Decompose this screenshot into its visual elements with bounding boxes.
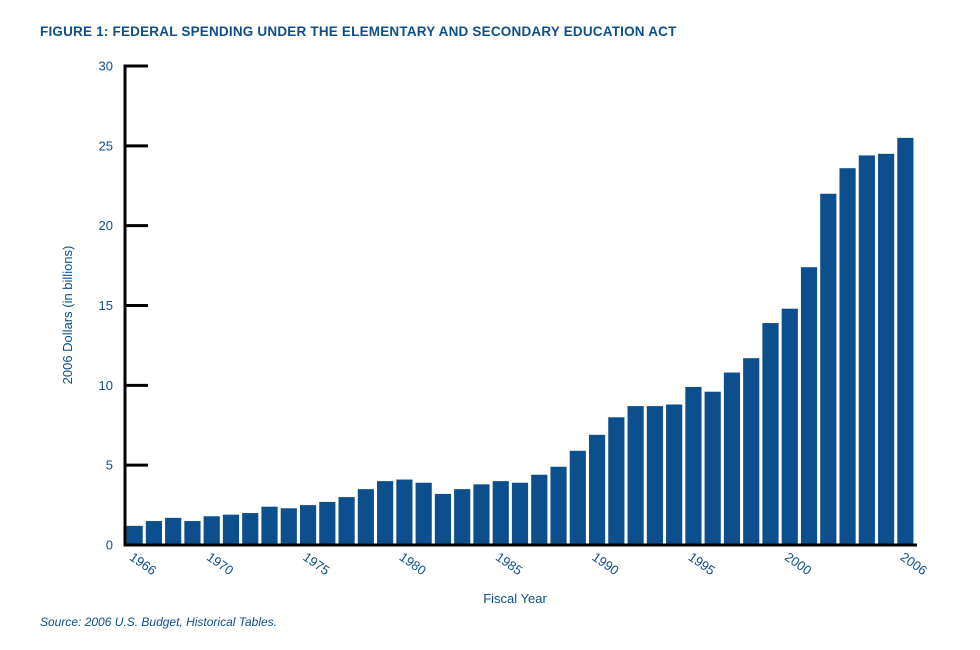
bar-1987 — [531, 474, 548, 545]
chart-title: FIGURE 1: FEDERAL SPENDING UNDER THE ELE… — [40, 24, 677, 39]
bar-1979 — [377, 481, 394, 545]
x-tick-label: 1985 — [493, 549, 525, 578]
y-tick-label: 30 — [99, 59, 113, 74]
bar-2002 — [820, 193, 837, 546]
y-tick-label: 25 — [99, 138, 113, 153]
x-axis-label: Fiscal Year — [483, 591, 547, 606]
bars-group — [126, 137, 914, 546]
bar-2001 — [800, 267, 818, 545]
bar-1975 — [299, 505, 317, 545]
bar-1998 — [743, 358, 760, 545]
x-tick-label: 1975 — [300, 549, 332, 578]
y-ticks-group: 0 5 10 15 20 25 30 — [99, 59, 148, 553]
bar-1967 — [145, 521, 162, 545]
x-tick-label: 1966 — [127, 549, 159, 578]
bar-1982 — [434, 493, 452, 545]
bar-1973 — [261, 506, 278, 545]
bar-1993 — [646, 406, 663, 545]
bar-2006 — [897, 137, 914, 545]
y-tick-label: 15 — [99, 298, 113, 313]
bar-1985 — [492, 481, 509, 545]
bar-1990 — [588, 434, 606, 545]
bar-1999 — [762, 323, 779, 545]
x-tick-label: 2006 — [898, 549, 930, 578]
bar-1968 — [165, 517, 182, 545]
x-tick-label: 2000 — [782, 549, 814, 578]
y-tick-label: 20 — [99, 218, 113, 233]
bar-1980 — [396, 479, 413, 545]
bar-2003 — [839, 168, 856, 545]
x-tick-label: 1970 — [204, 549, 236, 578]
chart-source: Source: 2006 U.S. Budget, Historical Tab… — [40, 615, 278, 629]
bar-1971 — [222, 514, 240, 545]
axes-group — [123, 64, 917, 547]
bar-1970 — [203, 516, 220, 545]
bar-1984 — [473, 484, 490, 545]
bar-1981 — [415, 482, 432, 545]
bar-1989 — [569, 450, 586, 545]
bar-1972 — [242, 513, 259, 545]
bar-1986 — [511, 482, 529, 545]
bar-1997 — [723, 372, 741, 545]
x-tick-label: 1990 — [589, 549, 621, 578]
bar-1996 — [704, 391, 721, 545]
bar-2004 — [858, 155, 875, 545]
bar-1974 — [280, 508, 297, 545]
y-tick-label: 0 — [106, 538, 113, 553]
bar-1969 — [184, 521, 201, 545]
bar-2000 — [781, 308, 798, 545]
bar-1966 — [126, 525, 143, 545]
x-ticks-group: 1966 1970 1975 1980 1985 1990 1995 2000 2006 — [127, 549, 930, 578]
y-tick-label: 10 — [99, 378, 113, 393]
bar-1983 — [454, 489, 471, 545]
x-tick-label: 1980 — [397, 549, 429, 578]
bar-1991 — [608, 417, 625, 545]
bar-1995 — [685, 386, 702, 545]
bar-1994 — [666, 404, 683, 545]
x-tick-label: 1995 — [686, 549, 718, 578]
y-tick-label: 5 — [106, 458, 113, 473]
bar-1976 — [319, 501, 336, 545]
bar-1978 — [357, 489, 374, 545]
bar-1992 — [627, 406, 644, 545]
bar-2005 — [878, 153, 895, 545]
y-axis-label: 2006 Dollars (in billions) — [60, 246, 75, 385]
bar-1988 — [550, 466, 567, 545]
bar-1977 — [338, 497, 355, 545]
